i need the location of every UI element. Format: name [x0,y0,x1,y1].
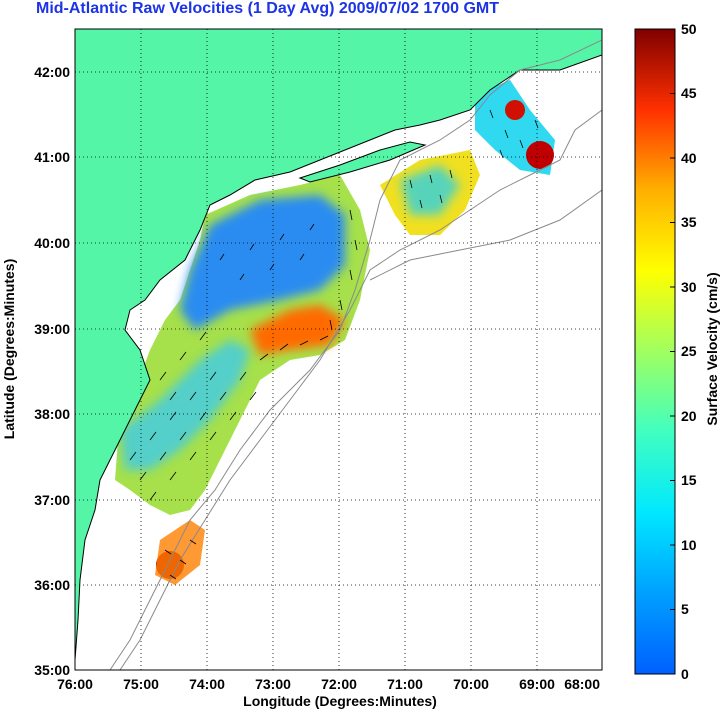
y-tick-38: 38:00 [34,406,70,422]
velocity-region-slow-core [180,195,345,330]
velocity-region-hatteras [155,520,205,585]
colorbar-tick-10: 10 [681,537,697,553]
x-tick-76: 76:00 [57,676,93,692]
x-tick-70: 70:00 [453,676,489,692]
y-tick-36: 36:00 [34,577,70,593]
y-tick-labels: 42:00 41:00 40:00 39:00 38:00 37:00 36:0… [34,64,70,678]
x-tick-74: 74:00 [189,676,225,692]
velocity-region-long-island-inner [400,165,460,215]
colorbar-tick-15: 15 [681,472,697,488]
y-tick-37: 37:00 [34,492,70,508]
colorbar-ticks [670,28,675,675]
velocity-region-slow-south [120,340,250,470]
x-axis-label: Longitude (Degrees:Minutes) [243,693,437,709]
x-tick-75: 75:00 [123,676,159,692]
map-title: Mid-Atlantic Raw Velocities (1 Day Avg) … [36,0,499,17]
x-tick-71: 71:00 [387,676,423,692]
y-tick-35: 35:00 [34,662,70,678]
colorbar-tick-0: 0 [681,666,689,682]
colorbar-tick-50: 50 [681,21,697,37]
long-island [298,141,427,183]
x-tick-68: 68:00 [564,676,600,692]
x-tick-73: 73:00 [255,676,291,692]
y-tick-42: 42:00 [34,64,70,80]
x-tick-69: 69:00 [519,676,555,692]
y-tick-39: 39:00 [34,321,70,337]
colorbar: 50 45 40 35 30 25 20 15 10 5 0 Surface V… [634,21,720,682]
map-plot-area [75,29,602,670]
colorbar-tick-40: 40 [681,150,697,166]
land-mass [75,29,602,661]
velocity-region-fast-band [250,305,345,355]
x-tick-labels: 76:00 75:00 74:00 73:00 72:00 71:00 70:0… [57,676,600,692]
colorbar-tick-25: 25 [681,343,697,359]
colorbar-tick-20: 20 [681,408,697,424]
y-axis-label: Latitude (Degrees:Minutes) [1,259,17,439]
velocity-hotspot-nantucket [526,141,554,169]
colorbar-gradient [634,28,676,675]
colorbar-label: Surface Velocity (cm/s) [704,272,720,425]
x-tick-72: 72:00 [321,676,357,692]
velocity-hotspot-vineyard [505,100,525,120]
colorbar-tick-30: 30 [681,279,697,295]
colorbar-tick-45: 45 [681,85,697,101]
y-tick-40: 40:00 [34,235,70,251]
y-tick-41: 41:00 [34,149,70,165]
colorbar-tick-35: 35 [681,214,697,230]
velocity-arrows [129,109,539,580]
colorbar-tick-5: 5 [681,601,689,617]
map-frame [74,28,603,671]
map-grid [75,29,602,670]
